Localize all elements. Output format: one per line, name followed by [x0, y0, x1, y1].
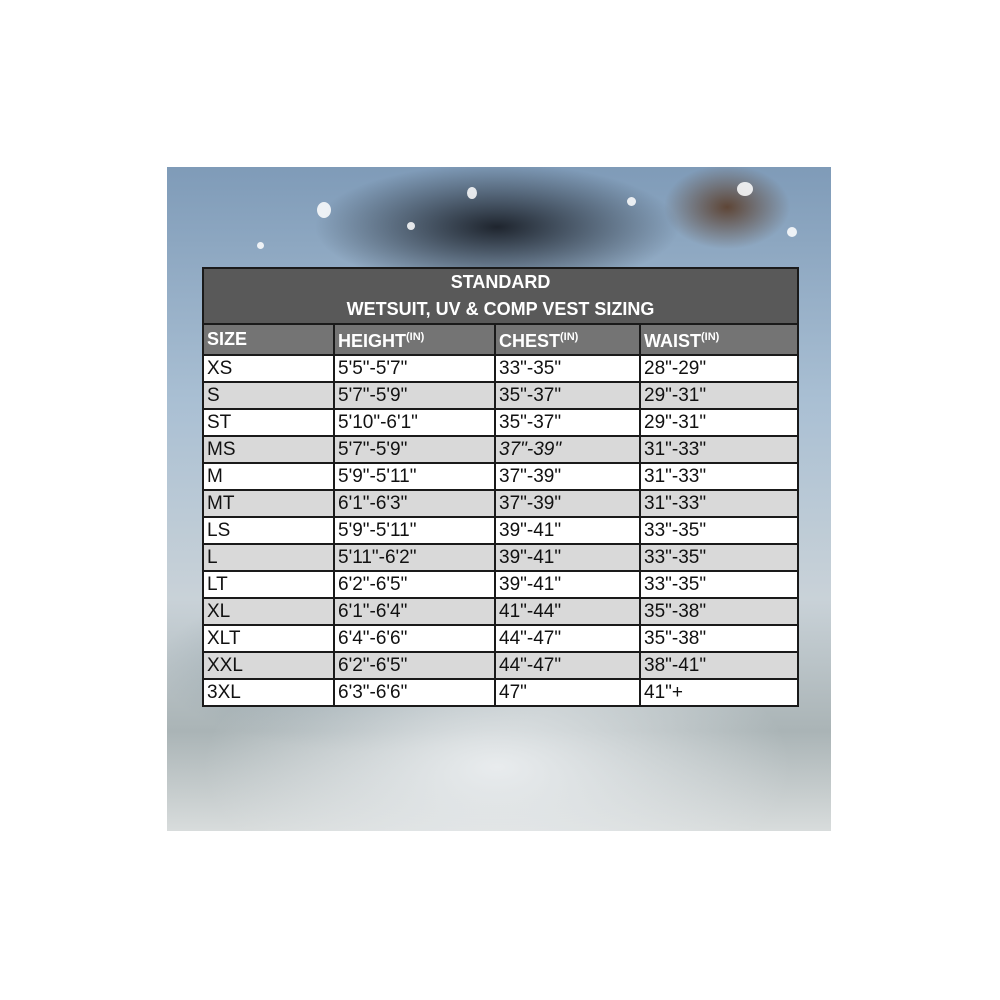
cell-size: ST [202, 408, 335, 437]
cell-waist: 35"-38" [638, 624, 800, 653]
table-row: XLT 6'4"-6'6" 44"-47" 35"-38" [202, 624, 800, 653]
size-chart-table: STANDARD WETSUIT, UV & COMP VEST SIZING … [201, 267, 800, 707]
table-row: LS 5'9"-5'11" 39"-41" 33"-35" [202, 516, 800, 545]
cell-height: 5'9"-5'11" [333, 462, 496, 491]
cell-chest: 33"-35" [494, 354, 641, 383]
cell-size: LS [202, 516, 335, 545]
cell-size: MS [202, 435, 335, 464]
cell-waist: 35"-38" [638, 597, 800, 626]
cell-chest: 39"-41" [494, 570, 641, 599]
cell-waist: 41"+ [638, 678, 800, 707]
cell-size: 3XL [202, 678, 335, 707]
table-row: XS 5'5"-5'7" 33"-35" 28"-29" [202, 354, 800, 383]
chart-title-line1: STANDARD [201, 267, 800, 296]
cell-chest: 37"-39" [494, 462, 641, 491]
cell-chest: 44"-47" [494, 624, 641, 653]
header-chest: CHEST(IN) [494, 323, 641, 356]
cell-height: 6'2"-6'5" [333, 651, 496, 680]
cell-chest: 39"-41" [494, 516, 641, 545]
cell-waist: 38"-41" [638, 651, 800, 680]
table-row: MT 6'1"-6'3" 37"-39" 31"-33" [202, 489, 800, 518]
cell-height: 6'3"-6'6" [333, 678, 496, 707]
cell-waist: 29"-31" [638, 408, 800, 437]
header-height: HEIGHT(IN) [333, 323, 496, 356]
cell-waist: 28"-29" [638, 354, 800, 383]
table-row: L 5'11"-6'2" 39"-41" 33"-35" [202, 543, 800, 572]
cell-chest: 47" [494, 678, 641, 707]
table-row: 3XL 6'3"-6'6" 47" 41"+ [202, 678, 800, 707]
table-row: M 5'9"-5'11" 37"-39" 31"-33" [202, 462, 800, 491]
cell-size: M [202, 462, 335, 491]
table-row: XL 6'1"-6'4" 41"-44" 35"-38" [202, 597, 800, 626]
table-row: LT 6'2"-6'5" 39"-41" 33"-35" [202, 570, 800, 599]
cell-waist: 33"-35" [638, 570, 800, 599]
cell-height: 5'7"-5'9" [333, 381, 496, 410]
cell-size: XXL [202, 651, 335, 680]
cell-size: L [202, 543, 335, 572]
cell-size: XLT [202, 624, 335, 653]
cell-waist: 29"-31" [638, 381, 800, 410]
cell-size: S [202, 381, 335, 410]
cell-waist: 31"-33" [638, 462, 800, 491]
cell-height: 5'7"-5'9" [333, 435, 496, 464]
cell-waist: 33"-35" [638, 543, 800, 572]
header-row: SIZE HEIGHT(IN) CHEST(IN) WAIST(IN) [202, 323, 800, 356]
table-row: XXL 6'2"-6'5" 44"-47" 38"-41" [202, 651, 800, 680]
cell-size: LT [202, 570, 335, 599]
table-row: MS 5'7"-5'9" 37"-39" 31"-33" [202, 435, 800, 464]
cell-chest: 35"-37" [494, 381, 641, 410]
table-row: ST 5'10"-6'1" 35"-37" 29"-31" [202, 408, 800, 437]
cell-waist: 31"-33" [638, 489, 800, 518]
cell-height: 5'10"-6'1" [333, 408, 496, 437]
cell-chest: 44"-47" [494, 651, 641, 680]
cell-size: MT [202, 489, 335, 518]
cell-height: 5'5"-5'7" [333, 354, 496, 383]
cell-waist: 33"-35" [638, 516, 800, 545]
table-row: S 5'7"-5'9" 35"-37" 29"-31" [202, 381, 800, 410]
chart-title-line2: WETSUIT, UV & COMP VEST SIZING [201, 296, 800, 325]
cell-chest: 37"-39" [494, 489, 641, 518]
cell-chest: 39"-41" [494, 543, 641, 572]
cell-height: 5'11"-6'2" [333, 543, 496, 572]
header-size: SIZE [202, 323, 335, 356]
cell-chest: 37"-39" [494, 435, 641, 464]
cell-chest: 41"-44" [494, 597, 641, 626]
cell-chest: 35"-37" [494, 408, 641, 437]
cell-waist: 31"-33" [638, 435, 800, 464]
cell-size: XS [202, 354, 335, 383]
cell-height: 6'1"-6'4" [333, 597, 496, 626]
header-waist: WAIST(IN) [638, 323, 800, 356]
cell-height: 6'4"-6'6" [333, 624, 496, 653]
cell-height: 6'1"-6'3" [333, 489, 496, 518]
cell-height: 6'2"-6'5" [333, 570, 496, 599]
cell-size: XL [202, 597, 335, 626]
cell-height: 5'9"-5'11" [333, 516, 496, 545]
